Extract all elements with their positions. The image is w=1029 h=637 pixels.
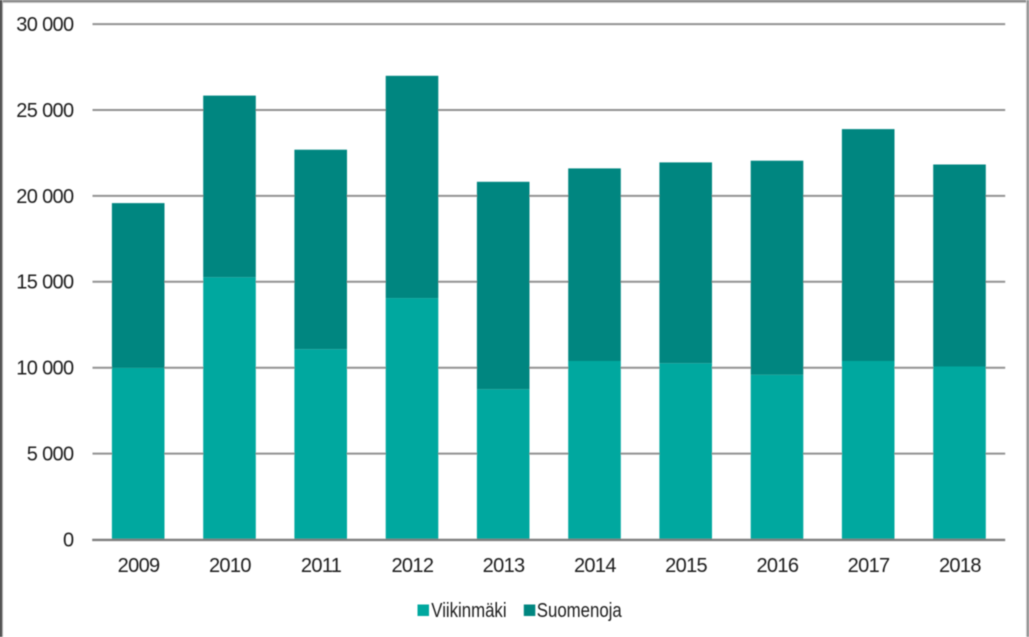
svg-text:2010: 2010 (209, 555, 251, 577)
svg-text:25 000: 25 000 (16, 100, 74, 122)
svg-text:2011: 2011 (301, 555, 342, 577)
svg-text:2018: 2018 (939, 555, 981, 577)
svg-text:15 000: 15 000 (16, 272, 74, 294)
svg-text:2017: 2017 (848, 555, 890, 577)
svg-text:2012: 2012 (391, 555, 433, 577)
svg-text:10 000: 10 000 (16, 358, 74, 380)
svg-text:2009: 2009 (118, 555, 160, 577)
svg-text:0: 0 (63, 529, 74, 551)
svg-text:Suomenoja: Suomenoja (537, 598, 623, 621)
svg-text:2013: 2013 (483, 555, 525, 577)
svg-text:2015: 2015 (665, 555, 707, 577)
svg-text:5 000: 5 000 (27, 444, 74, 466)
svg-text:20 000: 20 000 (16, 186, 74, 208)
svg-text:30 000: 30 000 (16, 14, 74, 36)
svg-text:2016: 2016 (756, 555, 798, 577)
svg-text:2014: 2014 (574, 555, 616, 577)
svg-text:Viikinmäki: Viikinmäki (431, 598, 506, 621)
